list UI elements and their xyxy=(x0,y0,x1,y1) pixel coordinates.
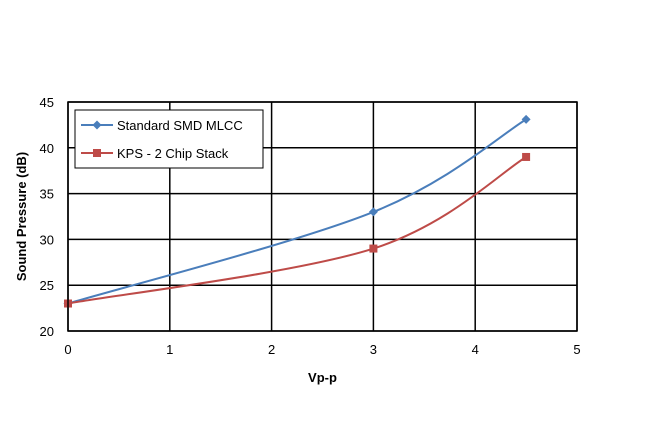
data-point-kps-2-chip-stack xyxy=(369,244,378,253)
y-tick-label: 30 xyxy=(40,232,54,247)
series-line-kps-2-chip-stack xyxy=(67,156,527,305)
x-tick-label: 2 xyxy=(268,342,275,357)
data-point-standard-smd-mlcc xyxy=(368,207,378,217)
data-point-standard-smd-mlcc xyxy=(521,114,531,124)
legend-marker-standard-smd-mlcc xyxy=(92,120,102,130)
y-tick-label: 35 xyxy=(40,187,54,202)
x-tick-label: 1 xyxy=(166,342,173,357)
legend-marker-shape xyxy=(93,149,101,157)
x-axis-title: Vp-p xyxy=(308,370,337,385)
plot-area-border xyxy=(67,101,578,332)
x-tick-label: 0 xyxy=(64,342,71,357)
legend-marker-shape xyxy=(92,120,102,130)
x-tick-label: 5 xyxy=(573,342,580,357)
legend-label-kps-2-chip-stack: KPS - 2 Chip Stack xyxy=(117,146,229,161)
y-tick-label: 20 xyxy=(40,324,54,339)
data-point-kps-2-chip-stack xyxy=(522,152,531,161)
x-tick-label: 4 xyxy=(472,342,479,357)
legend: Standard SMD MLCC KPS - 2 Chip Stack xyxy=(74,109,264,169)
y-tick-label: 45 xyxy=(40,95,54,110)
legend-label-standard-smd-mlcc: Standard SMD MLCC xyxy=(117,118,243,133)
y-tick-label: 25 xyxy=(40,278,54,293)
y-tick-label: 40 xyxy=(40,141,54,156)
y-axis-title: Sound Pressure (dB) xyxy=(14,152,29,281)
series-layer xyxy=(63,114,531,309)
series-line-standard-smd-mlcc xyxy=(67,118,527,305)
x-tick-label: 3 xyxy=(370,342,377,357)
legend-box xyxy=(74,109,264,169)
legend-marker-kps-2-chip-stack xyxy=(93,149,101,157)
